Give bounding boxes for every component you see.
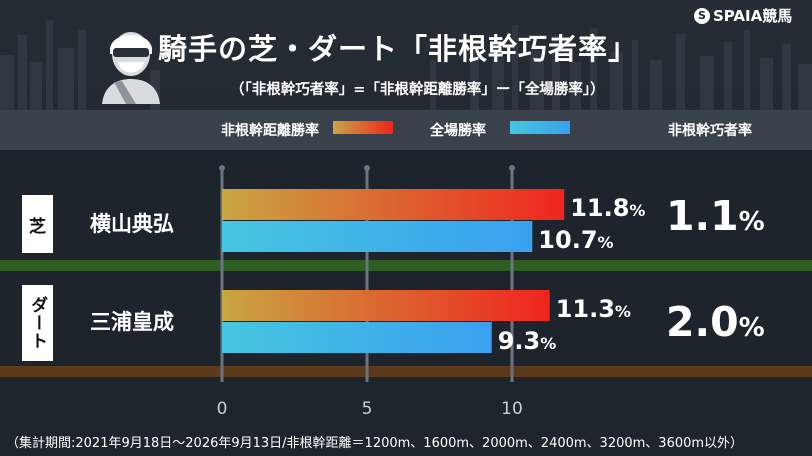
footnote: （集計期間:2021年9月18日～2026年9月13日/非根幹距離＝1200m、… (6, 436, 744, 451)
ratio-value-turf: 1.1% (666, 192, 765, 240)
category-label-turf: 芝 (22, 195, 53, 253)
jockey-name-dirt: 三浦皇成 (90, 310, 174, 334)
bar-all-course-0 (222, 221, 533, 252)
data-label-non-core-1: 11.3% (556, 295, 631, 323)
data-label-all-course-0: 10.7% (538, 226, 613, 254)
bar-non-core-1 (222, 290, 550, 321)
gridline-cap-10 (509, 165, 515, 171)
data-label-non-core-0: 11.8% (570, 194, 645, 222)
category-text-turf: 芝 (29, 216, 46, 237)
x-tick-label-5: 5 (362, 399, 373, 419)
chart-subtitle: （「非根幹巧者率」=「非根幹距離勝率」ー「全場勝率」） (230, 82, 605, 98)
legend-swatch-non-core (333, 121, 393, 134)
x-tick-label-0: 0 (217, 399, 228, 419)
category-text-dirt: ダート (27, 296, 47, 350)
bar-all-course-1 (222, 322, 492, 353)
brand-mark-icon: S (694, 7, 710, 24)
jockey-avatar-icon (102, 32, 160, 104)
brand-logo: S SPAIA競馬 (694, 5, 792, 26)
chart-title: 騎手の芝・ダート「非根幹巧者率」 (158, 32, 639, 66)
x-tick-label-10: 10 (501, 399, 523, 419)
dirt-stripe (0, 366, 812, 377)
category-label-dirt: ダート (22, 285, 53, 361)
legend-label-all-course: 全場勝率 (430, 123, 486, 139)
skyline-decoration (0, 20, 812, 110)
brand-name: SPAIA競馬 (713, 7, 793, 25)
legend-swatch-all-course (510, 121, 570, 134)
legend-band (0, 110, 812, 150)
ratio-number-turf: 1.1 (666, 192, 739, 240)
ratio-unit-dirt: % (738, 313, 765, 343)
gridline-cap-5 (364, 165, 370, 171)
ratio-unit-turf: % (738, 207, 765, 237)
turf-stripe (0, 260, 812, 271)
legend-label-non-core: 非根幹距離勝率 (221, 123, 319, 139)
gridline-cap-0 (219, 165, 225, 171)
ratio-number-dirt: 2.0 (666, 298, 739, 346)
ratio-value-dirt: 2.0% (666, 298, 765, 346)
bar-non-core-0 (222, 189, 565, 220)
column-label-ratio: 非根幹巧者率 (668, 123, 752, 139)
data-label-all-course-1: 9.3% (498, 327, 557, 355)
jockey-name-turf: 横山典弘 (90, 212, 174, 236)
